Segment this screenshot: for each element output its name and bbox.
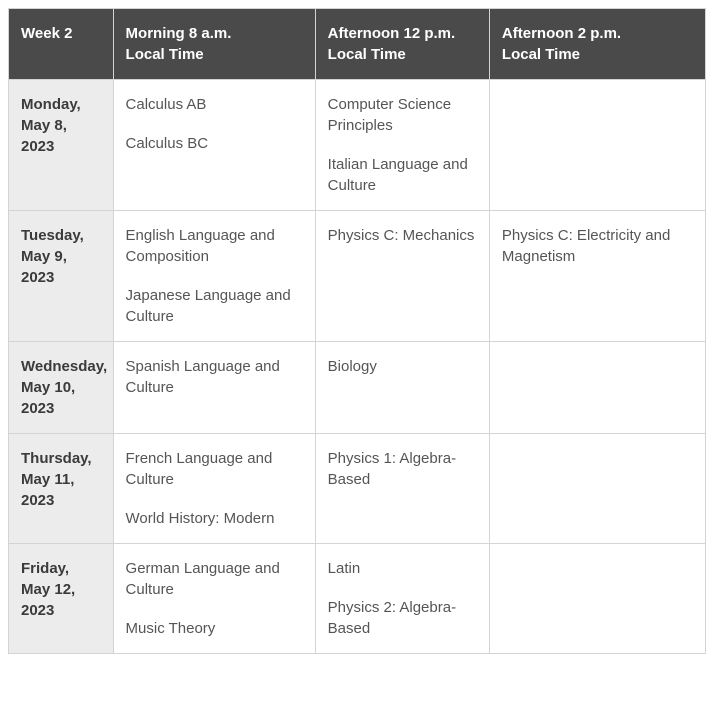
table-row: Thursday, May 11, 2023 French Language an… — [9, 434, 706, 544]
afternoon2-cell — [489, 342, 705, 434]
exam-item: Latin — [328, 558, 477, 579]
afternoon12-cell: Physics C: Mechanics — [315, 211, 489, 342]
afternoon12-cell: Computer Science Principles Italian Langu… — [315, 80, 489, 211]
exam-item: Music Theory — [126, 618, 303, 639]
col-header-line1: Morning 8 a.m. — [126, 25, 232, 42]
exam-item: Calculus BC — [126, 133, 303, 154]
exam-item: Physics 2: Algebra-Based — [328, 597, 477, 639]
col-header-line2: Local Time — [328, 44, 477, 65]
afternoon2-cell — [489, 80, 705, 211]
exam-item: Physics C: Electricity and Magnetism — [502, 225, 693, 267]
col-header-line1: Afternoon 12 p.m. — [328, 25, 456, 42]
table-row: Friday, May 12, 2023 German Language and … — [9, 544, 706, 654]
col-header-morning: Morning 8 a.m. Local Time — [113, 9, 315, 80]
exam-item: German Language and Culture — [126, 558, 303, 600]
col-header-line2: Local Time — [502, 44, 693, 65]
morning-cell: Calculus AB Calculus BC — [113, 80, 315, 211]
day-cell: Tuesday, May 9, 2023 — [9, 211, 114, 342]
col-header-week: Week 2 — [9, 9, 114, 80]
exam-item: Physics 1: Algebra-Based — [328, 448, 477, 490]
exam-item: Calculus AB — [126, 94, 303, 115]
morning-cell: English Language and Composition Japanese… — [113, 211, 315, 342]
exam-item: Computer Science Principles — [328, 94, 477, 136]
table-row: Monday, May 8, 2023 Calculus AB Calculus B… — [9, 80, 706, 211]
morning-cell: French Language and Culture World History… — [113, 434, 315, 544]
day-cell: Monday, May 8, 2023 — [9, 80, 114, 211]
table-row: Wednesday, May 10, 2023 Spanish Language … — [9, 342, 706, 434]
afternoon2-cell: Physics C: Electricity and Magnetism — [489, 211, 705, 342]
exam-item: Physics C: Mechanics — [328, 225, 477, 246]
day-label: Friday, May 12, 2023 — [21, 560, 75, 619]
exam-item: English Language and Composition — [126, 225, 303, 267]
afternoon2-cell — [489, 544, 705, 654]
afternoon12-cell: Biology — [315, 342, 489, 434]
day-label: Wednesday, May 10, 2023 — [21, 358, 107, 417]
exam-item: Italian Language and Culture — [328, 154, 477, 196]
morning-cell: German Language and Culture Music Theory — [113, 544, 315, 654]
table-row: Tuesday, May 9, 2023 English Language and… — [9, 211, 706, 342]
col-header-afternoon12: Afternoon 12 p.m. Local Time — [315, 9, 489, 80]
afternoon2-cell — [489, 434, 705, 544]
day-cell: Wednesday, May 10, 2023 — [9, 342, 114, 434]
morning-cell: Spanish Language and Culture — [113, 342, 315, 434]
table-body: Monday, May 8, 2023 Calculus AB Calculus B… — [9, 80, 706, 654]
exam-item: Spanish Language and Culture — [126, 356, 303, 398]
exam-item: Biology — [328, 356, 477, 377]
day-label: Tuesday, May 9, 2023 — [21, 227, 84, 286]
col-header-afternoon2: Afternoon 2 p.m. Local Time — [489, 9, 705, 80]
exam-item: Japanese Language and Culture — [126, 285, 303, 327]
col-header-line1: Afternoon 2 p.m. — [502, 25, 621, 42]
table-header: Week 2 Morning 8 a.m. Local Time Afterno… — [9, 9, 706, 80]
afternoon12-cell: Physics 1: Algebra-Based — [315, 434, 489, 544]
afternoon12-cell: Latin Physics 2: Algebra-Based — [315, 544, 489, 654]
schedule-table: Week 2 Morning 8 a.m. Local Time Afterno… — [8, 8, 706, 654]
exam-item: World History: Modern — [126, 508, 303, 529]
exam-item: French Language and Culture — [126, 448, 303, 490]
day-label: Thursday, May 11, 2023 — [21, 450, 92, 509]
day-cell: Friday, May 12, 2023 — [9, 544, 114, 654]
day-cell: Thursday, May 11, 2023 — [9, 434, 114, 544]
day-label: Monday, May 8, 2023 — [21, 96, 81, 155]
col-header-line2: Local Time — [126, 44, 303, 65]
col-header-line1: Week 2 — [21, 25, 72, 42]
